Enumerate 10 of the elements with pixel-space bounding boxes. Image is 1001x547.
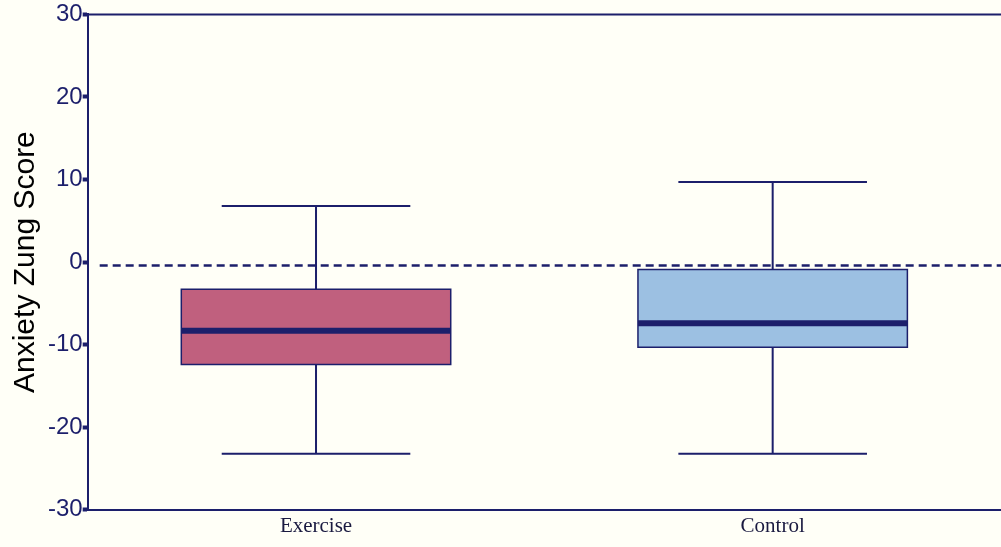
y-tick-label: 10 xyxy=(55,164,83,192)
x-tick-label: Control xyxy=(740,512,805,537)
y-tick-label: 0 xyxy=(69,246,83,274)
y-tick-label: 30 xyxy=(55,0,83,27)
y-axis-title: Anxiety Zung Score xyxy=(7,131,41,393)
x-tick-label: Exercise xyxy=(279,512,353,537)
y-tick-label: 20 xyxy=(55,81,83,109)
y-tick-label: -30 xyxy=(48,494,83,522)
y-tick-label: -20 xyxy=(48,411,83,439)
y-tick-label: -10 xyxy=(48,329,83,357)
